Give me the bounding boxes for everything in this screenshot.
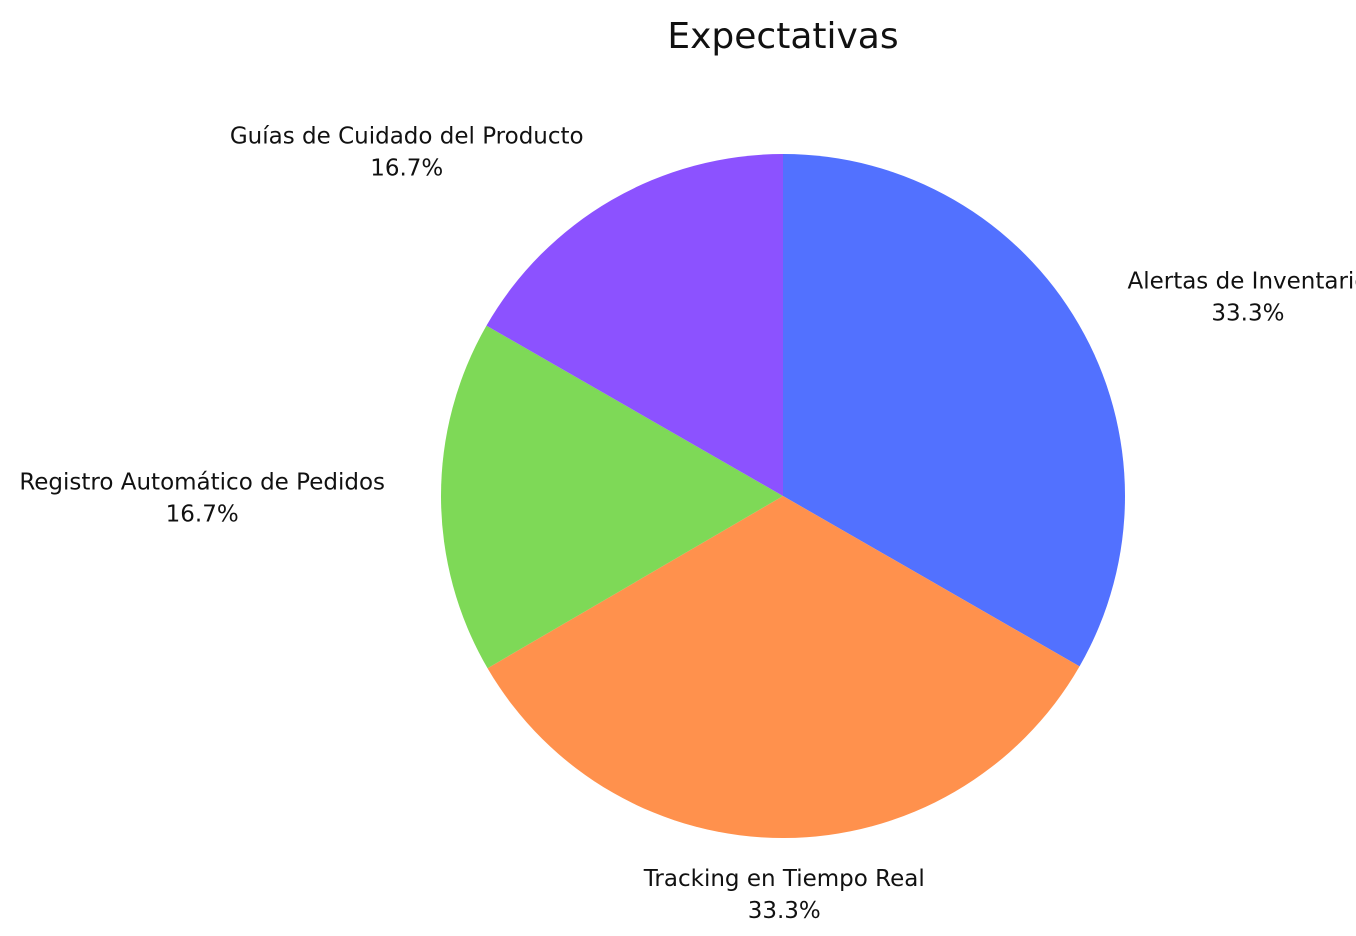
chart-title: Expectativas [667, 16, 898, 57]
pie-labels: Alertas de Inventario 33.3% Tracking en Ti… [19, 124, 1356, 924]
slice-percent-label: 33.3% [748, 898, 821, 924]
slice-percent-label: 16.7% [370, 156, 443, 182]
slice-percent-label: 33.3% [1211, 301, 1284, 327]
pie-slice [487, 496, 1080, 838]
slice-label: Registro Automático de Pedidos [19, 469, 385, 495]
slice-label: Alertas de Inventario [1127, 269, 1356, 295]
slice-label: Guías de Cuidado del Producto [230, 124, 584, 150]
slice-percent-label: 16.7% [166, 501, 239, 527]
pie-slices [441, 153, 1125, 838]
pie-slice [486, 153, 783, 496]
pie-slice [441, 325, 783, 669]
slice-label: Tracking en Tiempo Real [643, 866, 925, 892]
pie-slice [783, 154, 1125, 667]
